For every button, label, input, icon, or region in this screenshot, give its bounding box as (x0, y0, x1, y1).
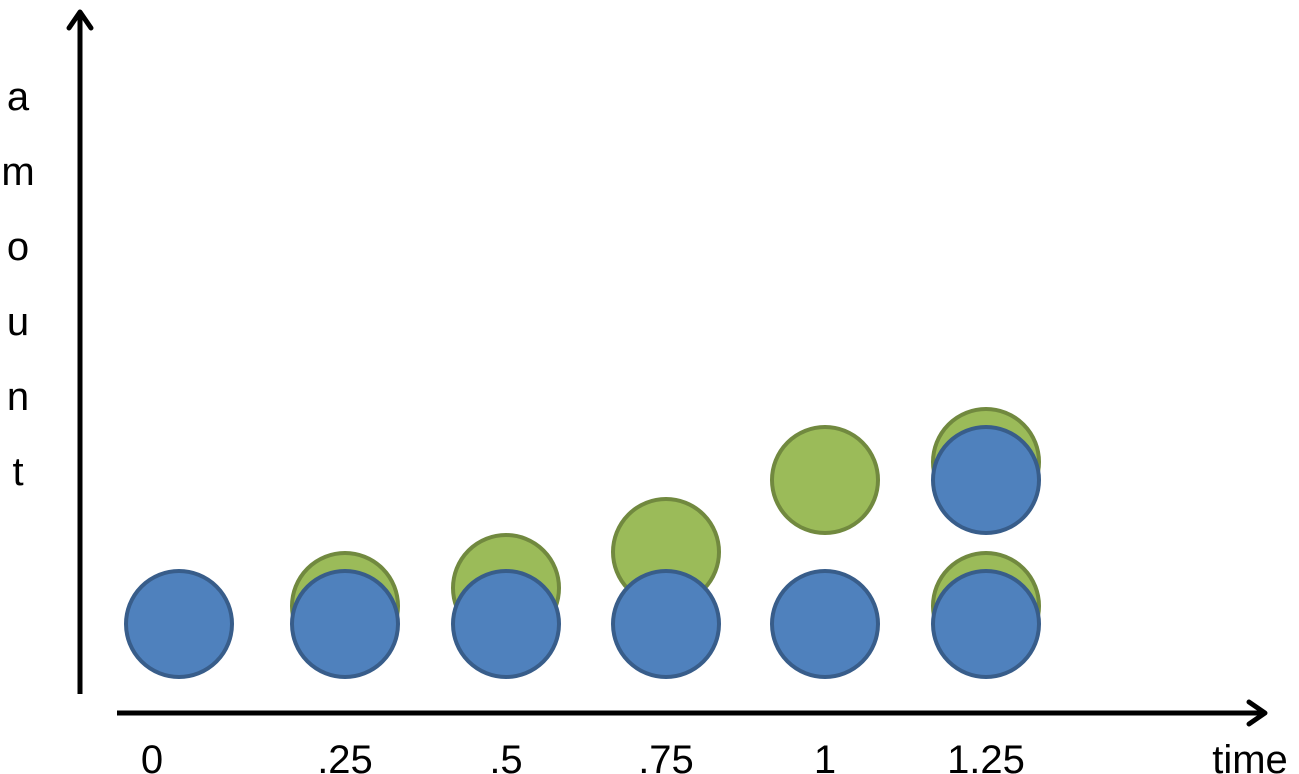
y-axis-label-letter: a (7, 75, 30, 119)
y-axis-label-letter: u (7, 300, 29, 344)
blue-circle (124, 569, 234, 679)
blue-circle (931, 425, 1041, 535)
blue-circle (611, 569, 721, 679)
circle-marks (124, 407, 1041, 679)
y-axis-arrow-icon (66, 9, 94, 31)
y-axis-label-letter: o (7, 225, 29, 269)
x-tick-label: 1.25 (947, 738, 1025, 774)
x-axis-title: time (1212, 738, 1288, 774)
blue-circle (451, 569, 561, 679)
green-circle (770, 425, 880, 535)
x-axis-arrow-icon (1246, 699, 1268, 727)
y-axis-label-letter: m (1, 150, 34, 194)
x-tick-label: .75 (638, 738, 694, 774)
x-tick-label: .25 (317, 738, 373, 774)
blue-circle (290, 569, 400, 679)
y-axis-label-letter: t (12, 450, 23, 494)
x-tick-labels: 0 .25 .5 .75 1 1.25 (141, 738, 1025, 774)
x-tick-label: 1 (814, 738, 836, 774)
x-tick-label: .5 (489, 738, 522, 774)
blue-circle (770, 569, 880, 679)
blue-circle (931, 569, 1041, 679)
y-axis-label-letter: n (7, 375, 29, 419)
x-tick-label: 0 (141, 738, 163, 774)
